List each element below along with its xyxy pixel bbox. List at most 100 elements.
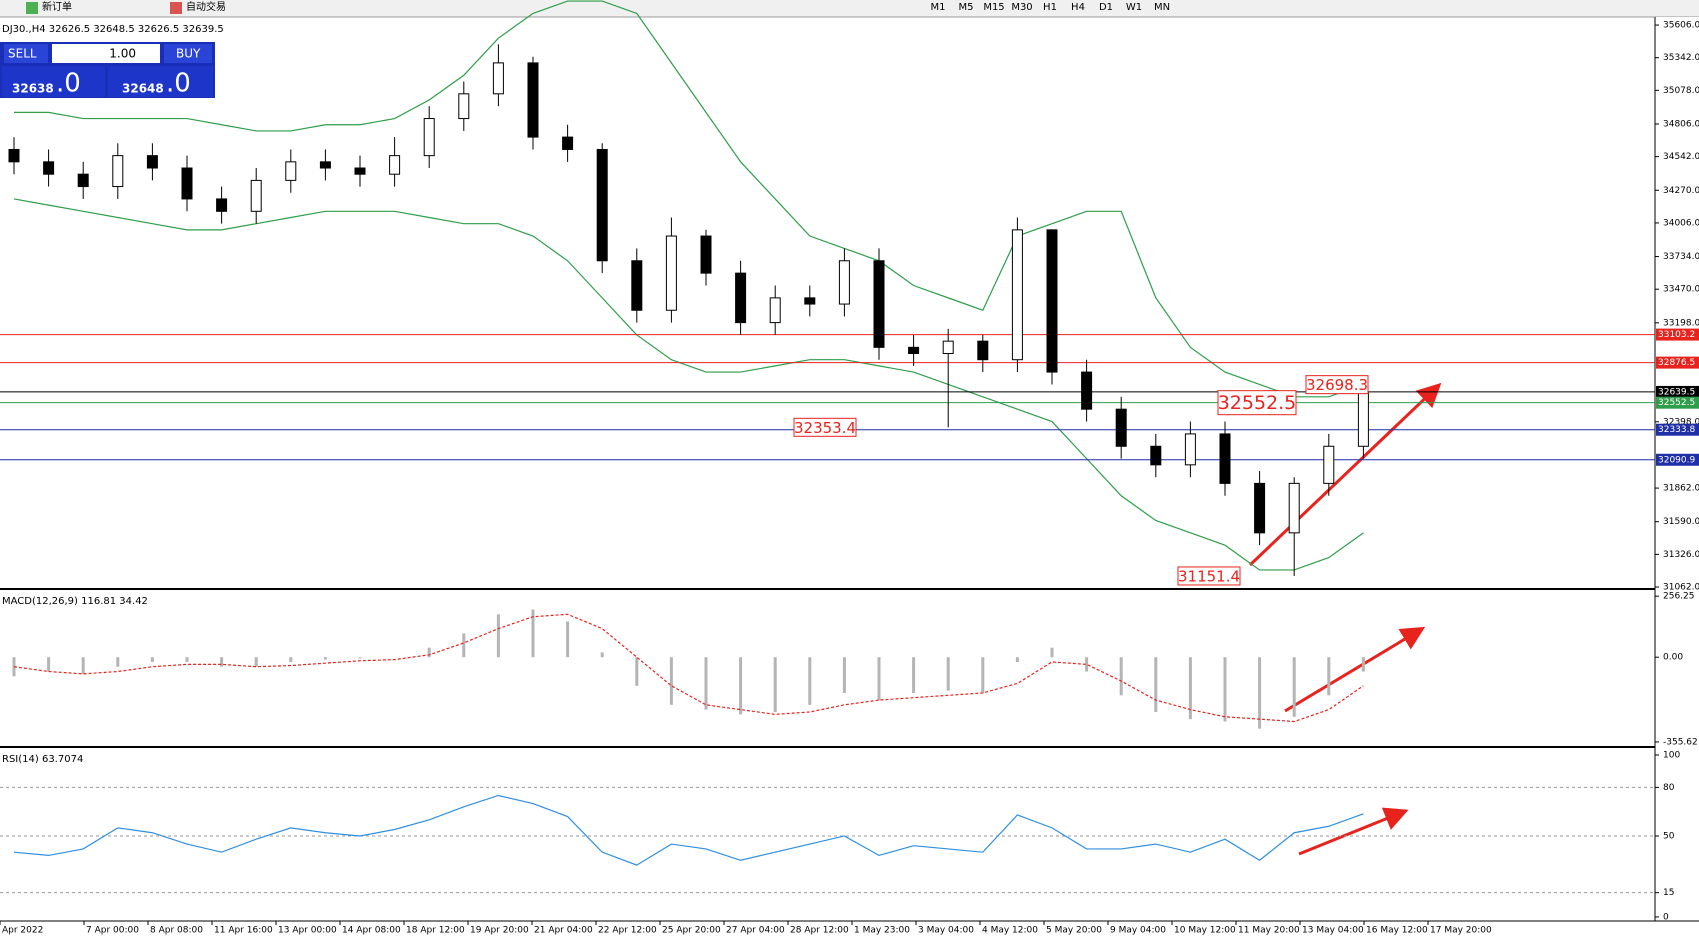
price-tag	[1656, 423, 1699, 436]
x-tick-label: 3 May 04:00	[918, 926, 974, 936]
rsi-line	[13, 794, 1364, 866]
macd-signal	[13, 613, 1364, 723]
candle-body	[804, 297, 816, 305]
ask-price: 32648	[122, 82, 164, 96]
candle-body	[1081, 371, 1093, 410]
x-tick-label: 21 Apr 04:00	[534, 926, 593, 936]
y-tick-label: 33734.0	[1663, 252, 1699, 262]
candle-body	[1288, 482, 1300, 534]
candle-body	[458, 93, 470, 120]
x-tick-label: 4 May 12:00	[982, 926, 1038, 936]
candle-body	[43, 161, 55, 175]
price-tag-label: 32090.9	[1658, 455, 1695, 465]
y-tick-label: 256.25	[1663, 592, 1695, 602]
y-tick-label: 31590.0	[1663, 517, 1699, 527]
x-tick-label: 18 Apr 12:00	[406, 926, 465, 936]
candle-body	[354, 167, 366, 175]
timeframe-button[interactable]: M30	[1011, 2, 1032, 13]
y-tick-label: -355.62	[1663, 737, 1698, 747]
timeframe-button[interactable]: H4	[1071, 2, 1085, 13]
timeframe-button[interactable]: H1	[1043, 2, 1057, 13]
sell-button[interactable]	[4, 44, 48, 63]
x-tick-label: 16 May 12:00	[1366, 926, 1428, 936]
x-tick-label: 13 Apr 00:00	[278, 926, 337, 936]
x-tick-label: 17 May 20:00	[1430, 926, 1492, 936]
x-tick-label: 10 May 12:00	[1174, 926, 1236, 936]
candle-body	[112, 155, 124, 188]
price-tag-label: 32876.5	[1658, 358, 1695, 368]
candle-body	[8, 148, 20, 163]
price-tag	[1656, 328, 1699, 341]
x-tick-label: Apr 2022	[2, 926, 43, 936]
timeframe-button[interactable]: M5	[959, 2, 974, 13]
x-tick-label: 11 May 20:00	[1238, 926, 1300, 936]
candle-body	[1011, 229, 1023, 361]
candle-body	[700, 235, 712, 274]
price-annotation: 32698.3	[1306, 376, 1368, 394]
timeframe-button[interactable]: D1	[1099, 2, 1113, 13]
sell-label: SELL	[8, 47, 37, 61]
trend-arrow	[1298, 807, 1409, 856]
price-tag-label: 32552.5	[1658, 398, 1695, 408]
trend-arrow	[1248, 382, 1442, 567]
x-tick-label: 1 May 23:00	[854, 926, 910, 936]
bid-fraction: .0	[56, 69, 81, 99]
candle-body	[942, 340, 954, 355]
price-axis	[1655, 17, 1699, 936]
candle-body	[389, 155, 401, 175]
x-tick-label: 27 Apr 04:00	[726, 926, 785, 936]
buy-button[interactable]	[164, 44, 212, 63]
new-order-icon[interactable]	[26, 2, 38, 14]
y-tick-label: 35606.0	[1663, 21, 1699, 31]
bollinger-lower	[13, 198, 1364, 571]
y-tick-label: 33198.0	[1663, 318, 1699, 328]
y-tick-label: 31062.0	[1663, 583, 1699, 593]
trend-arrow	[1284, 626, 1426, 713]
candle-body	[250, 179, 262, 212]
timeframe-button[interactable]: M15	[983, 2, 1004, 13]
auto-trade-icon[interactable]	[170, 2, 182, 14]
timeframe-button[interactable]: W1	[1126, 2, 1142, 13]
y-tick-label: 31862.0	[1663, 484, 1699, 494]
lot-input[interactable]	[52, 44, 160, 63]
candle-body	[1254, 482, 1266, 534]
candle-body	[769, 297, 781, 324]
candle-body	[319, 161, 331, 169]
price-tag	[1656, 396, 1699, 409]
candle-body	[216, 198, 228, 212]
price-annotation: 31151.4	[1178, 567, 1240, 585]
indicator-title: DJ30.,H4 32626.5 32648.5 32626.5 32639.5	[2, 24, 224, 35]
candle-body	[492, 62, 504, 95]
candle-body	[735, 272, 747, 324]
y-tick-label: 50	[1663, 831, 1675, 841]
indicator-title: MACD(12,26,9) 116.81 34.42	[2, 596, 148, 607]
y-tick-label: 15	[1663, 888, 1674, 898]
y-tick-label: 34806.0	[1663, 119, 1699, 129]
timeframe-button[interactable]: MN	[1154, 2, 1170, 13]
new-order-button[interactable]: 新订单	[42, 0, 72, 13]
y-tick-label: 100	[1663, 750, 1680, 760]
y-tick-label: 32398.0	[1663, 417, 1699, 427]
candle-body	[1184, 433, 1196, 466]
candle-body	[527, 62, 539, 138]
candle-body	[1115, 408, 1127, 447]
y-tick-label: 0.00	[1663, 653, 1683, 663]
y-tick-label: 35078.0	[1663, 86, 1699, 96]
y-tick-label: 35342.0	[1663, 53, 1699, 63]
y-tick-label: 34006.0	[1663, 218, 1699, 228]
trade-panel: SELL 1.00 BUY 32638 .0 32648 .0	[0, 42, 215, 99]
candle-body	[423, 118, 435, 157]
bollinger-upper	[14, 0, 1364, 398]
candle-body	[181, 167, 193, 200]
x-tick-label: 28 Apr 12:00	[790, 926, 849, 936]
y-tick-label: 31326.0	[1663, 550, 1699, 560]
x-tick-label: 13 May 04:00	[1302, 926, 1364, 936]
auto-trade-button[interactable]: 自动交易	[186, 0, 226, 13]
candle-body	[873, 260, 885, 348]
price-annotation-box	[793, 417, 857, 437]
x-tick-label: 7 Apr 00:00	[86, 926, 139, 936]
timeframe-button[interactable]: M1	[931, 2, 946, 13]
candle-body	[1046, 229, 1058, 373]
x-tick-label: 5 May 20:00	[1046, 926, 1102, 936]
price-tag	[1656, 356, 1699, 369]
